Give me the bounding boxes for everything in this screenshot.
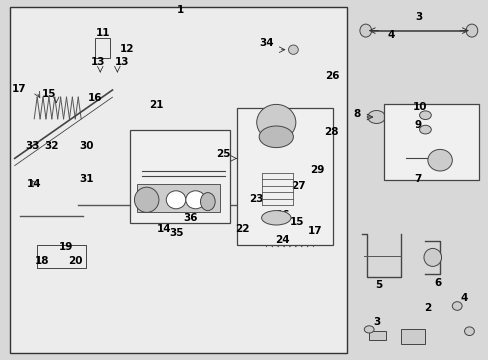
Ellipse shape: [185, 191, 205, 209]
Ellipse shape: [367, 111, 385, 123]
Bar: [137, 184, 220, 212]
Text: 10: 10: [412, 102, 427, 112]
Text: 4: 4: [386, 30, 394, 40]
Text: 17: 17: [12, 84, 27, 94]
Text: 27: 27: [290, 181, 305, 191]
Text: 13: 13: [90, 57, 105, 67]
Text: 23: 23: [249, 194, 264, 204]
Text: 22: 22: [234, 224, 249, 234]
Ellipse shape: [423, 248, 441, 266]
Text: 14: 14: [27, 179, 41, 189]
Ellipse shape: [464, 327, 473, 336]
Ellipse shape: [419, 125, 430, 134]
Ellipse shape: [166, 191, 185, 209]
Text: 3: 3: [372, 317, 379, 327]
Text: 31: 31: [80, 174, 94, 184]
Ellipse shape: [419, 111, 430, 120]
Bar: [95, 38, 110, 58]
Text: 35: 35: [169, 228, 184, 238]
Text: 21: 21: [149, 100, 163, 110]
Text: 33: 33: [25, 141, 40, 152]
Text: 16: 16: [275, 210, 289, 220]
Ellipse shape: [134, 187, 159, 212]
Text: 24: 24: [275, 235, 289, 245]
Text: 3: 3: [414, 12, 421, 22]
Text: 7: 7: [413, 174, 421, 184]
Ellipse shape: [364, 326, 373, 333]
Text: 6: 6: [433, 278, 440, 288]
Text: 5: 5: [375, 280, 382, 290]
Text: 28: 28: [324, 127, 338, 137]
Ellipse shape: [261, 211, 290, 225]
Text: 18: 18: [34, 256, 49, 266]
Text: 17: 17: [307, 226, 322, 236]
Ellipse shape: [465, 24, 477, 37]
Text: 26: 26: [325, 71, 339, 81]
Bar: [237, 108, 332, 245]
Text: 8: 8: [353, 109, 360, 119]
Text: 15: 15: [41, 89, 56, 99]
Text: 19: 19: [59, 242, 73, 252]
Ellipse shape: [259, 126, 293, 148]
Text: 36: 36: [183, 213, 198, 224]
Ellipse shape: [288, 45, 298, 54]
Text: 32: 32: [44, 141, 59, 152]
Bar: [10, 7, 346, 353]
Bar: [400, 329, 425, 344]
Text: 30: 30: [80, 141, 94, 152]
Text: 13: 13: [115, 57, 129, 67]
Text: 20: 20: [68, 256, 83, 266]
Ellipse shape: [427, 149, 451, 171]
Bar: [368, 331, 386, 340]
Text: 16: 16: [88, 93, 102, 103]
Text: 14: 14: [156, 224, 171, 234]
Ellipse shape: [256, 104, 295, 140]
Text: 11: 11: [95, 28, 110, 38]
Text: 12: 12: [120, 44, 134, 54]
Text: 25: 25: [216, 149, 230, 159]
Bar: [129, 130, 229, 223]
Ellipse shape: [359, 24, 371, 37]
Text: 4: 4: [460, 293, 468, 303]
Bar: [383, 104, 478, 180]
Text: 15: 15: [289, 217, 304, 227]
Text: 2: 2: [424, 303, 430, 314]
Text: 34: 34: [259, 38, 273, 48]
Ellipse shape: [451, 302, 461, 310]
Text: 9: 9: [413, 120, 421, 130]
Text: 29: 29: [310, 165, 324, 175]
Ellipse shape: [200, 193, 215, 211]
Text: 1: 1: [177, 5, 184, 15]
